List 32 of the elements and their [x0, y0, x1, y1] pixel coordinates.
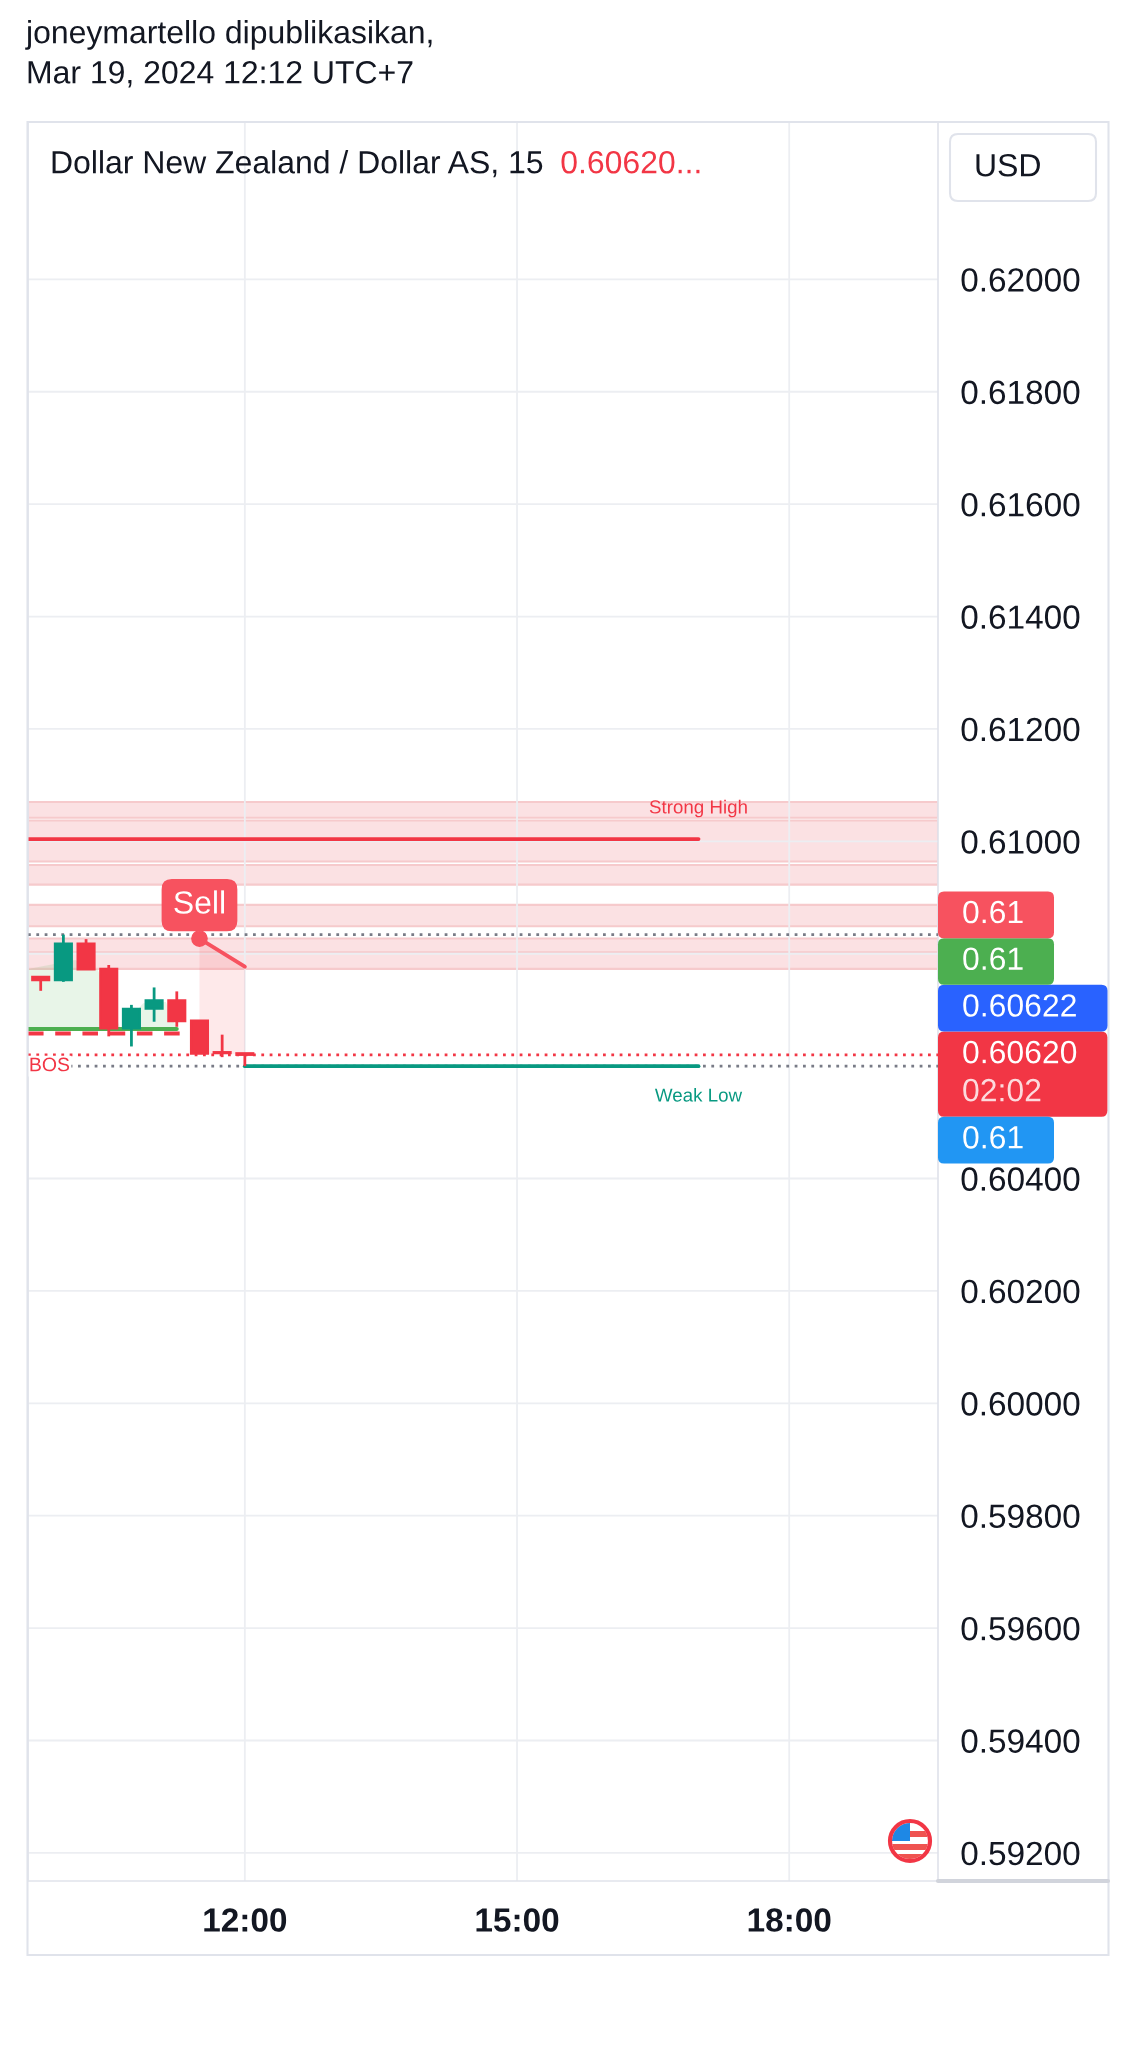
y-tick-label: 0.61800	[961, 380, 1080, 405]
y-tick-label: 0.61600	[961, 492, 1080, 517]
text: Dollar New Zealand / Dollar AS, 15	[52, 150, 543, 178]
y-tick-label: 0.60200	[961, 1279, 1080, 1304]
y-tick-label: 0.60000	[961, 1392, 1080, 1416]
candlestick	[144, 986, 164, 1024]
y-axis-title: USD	[976, 153, 1040, 177]
y-tick-label: 0.61400	[961, 605, 1080, 629]
series-label: Strong High	[649, 799, 747, 818]
annotation: 0.60620...	[561, 150, 700, 174]
series-label: Weak Low	[654, 1087, 743, 1102]
x-tick-label: 15:00	[476, 1908, 559, 1932]
ref-line-label: 0.60620 02:02	[963, 1040, 1077, 1102]
y-tick-label: 0.59800	[961, 1504, 1080, 1529]
y-tick-label: 0.61000	[961, 830, 1080, 854]
y-tick-label: 0.60400	[961, 1167, 1080, 1191]
y-tick-label: 0.61200	[961, 717, 1080, 742]
text: 0.60622	[963, 994, 1076, 1017]
x-tick-label: 18:00	[748, 1908, 831, 1932]
text: 0.61	[963, 1126, 1023, 1149]
y-tick-label: 0.59200	[961, 1841, 1080, 1866]
y-tick-label: 0.59600	[961, 1616, 1080, 1641]
x-tick-label: 12:00	[204, 1908, 287, 1932]
annotation: Sell	[174, 890, 224, 914]
text: 0.61	[963, 900, 1023, 924]
text: 0.61	[963, 947, 1023, 971]
chart-subtitle: joneymartello dipublikasikan, Mar 19, 2024 12:12 UTC+7	[25, 20, 432, 88]
annotation: BOS	[30, 1057, 70, 1072]
y-tick-label: 0.62000	[961, 268, 1080, 292]
y-tick-label: 0.59400	[961, 1729, 1080, 1753]
candlestick	[121, 1003, 141, 1048]
candlestick	[167, 989, 187, 1029]
